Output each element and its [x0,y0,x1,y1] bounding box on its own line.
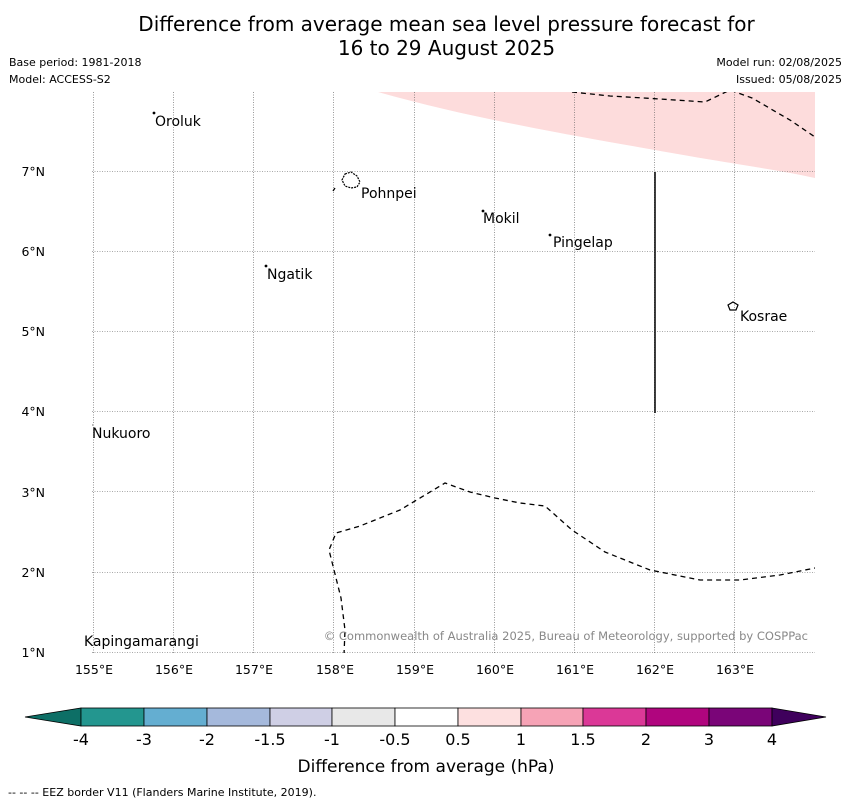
lon-label-158: 158°E [316,662,354,677]
ngatik-marker [264,264,268,268]
lat-label-1: 1°N [21,645,45,660]
cb-tick-6: -0.5 [379,730,410,749]
cb-tick-1: -4 [73,730,89,749]
colorbar-bin-4 [269,707,333,727]
islands [92,111,739,426]
lat-label-2: 2°N [21,565,45,580]
colorbar-bin-11 [708,707,773,727]
latitude-labels: 7°N 6°N 5°N 4°N 3°N 2°N 1°N [21,164,45,660]
colorbar-bin-5 [331,707,396,727]
title-line-1: Difference from average mean sea level p… [138,12,755,36]
lat-label-6: 6°N [21,244,45,259]
place-labels: Oroluk Pohnpei Mokil Pingelap Ngatik Kos… [84,114,787,650]
eez-border-fragment [332,187,336,192]
lon-label-161: 161°E [556,662,594,677]
map-title: Difference from average mean sea level p… [0,12,850,60]
colorbar-bin-9 [582,707,647,727]
label-oroluk: Oroluk [155,114,202,130]
label-pingelap: Pingelap [553,235,613,251]
cb-tick-10: 2 [641,730,651,749]
model-run: Model run: 02/08/2025 [716,56,842,69]
colorbar-label: Difference from average (hPa) [298,757,555,777]
lon-label-160: 160°E [476,662,514,677]
label-kapingamarangi: Kapingamarangi [84,634,199,650]
lon-label-157: 157°E [235,662,273,677]
lon-label-162: 162°E [636,662,674,677]
oroluk-marker [152,111,156,115]
meta-right: Model run: 02/08/2025 Issued: 05/08/2025 [716,54,842,88]
cb-tick-2: -3 [136,730,152,749]
colorbar [24,707,827,727]
mokil-marker [481,209,485,213]
title-line-2: 16 to 29 August 2025 [337,36,556,60]
footnote-eez: -- -- -- EEZ border V11 (Flanders Marine… [8,786,317,799]
copyright-text: © Commonwealth of Australia 2025, Bureau… [324,629,808,643]
kosrae-island-shape [727,301,739,311]
lat-label-3: 3°N [21,485,45,500]
model-name: Model: ACCESS-S2 [9,73,111,86]
eez-borders [328,92,815,653]
eez-border-north [571,92,815,138]
meta-left: Base period: 1981-2018 Model: ACCESS-S2 [9,54,141,88]
lon-label-156: 156°E [155,662,193,677]
base-period: Base period: 1981-2018 [9,56,142,69]
graticule [92,92,815,653]
cb-tick-4: -1.5 [254,730,285,749]
map-area [92,92,815,653]
cb-tick-8: 1 [516,730,526,749]
longitude-labels: 155°E 156°E 157°E 158°E 159°E 160°E 161°… [75,662,754,677]
colorbar-bin-6 [394,707,459,727]
lat-label-4: 4°N [21,404,45,419]
colorbar-extend-high [771,707,827,727]
pohnpei-island-shape [341,171,361,189]
colorbar-bin-3 [206,707,271,727]
label-ngatik: Ngatik [267,267,313,283]
positive-anomaly-area [378,92,815,178]
colorbar-bin-8 [520,707,584,727]
label-kosrae: Kosrae [740,309,787,325]
cb-tick-12: 4 [767,730,777,749]
issued-date: Issued: 05/08/2025 [735,73,842,86]
colorbar-extend-low [24,707,82,727]
lat-label-7: 7°N [21,164,45,179]
lat-label-5: 5°N [21,324,45,339]
lon-label-163: 163°E [716,662,754,677]
cb-tick-3: -2 [199,730,215,749]
colorbar-bin-10 [645,707,710,727]
label-nukuoro: Nukuoro [92,426,150,442]
cb-tick-7: 0.5 [445,730,470,749]
colorbar-bin-7 [457,707,522,727]
eez-border-south [328,482,815,653]
label-mokil: Mokil [483,211,520,227]
cb-tick-5: -1 [324,730,340,749]
cb-tick-11: 3 [704,730,714,749]
colorbar-bin-1 [80,707,145,727]
lon-label-155: 155°E [75,662,113,677]
pingelap-marker [548,233,552,237]
lon-label-159: 159°E [396,662,434,677]
colorbar-ticks: -4 -3 -2 -1.5 -1 -0.5 0.5 1 1.5 2 3 4 [73,730,777,749]
cb-tick-9: 1.5 [570,730,595,749]
colorbar-bin-2 [143,707,208,727]
label-pohnpei: Pohnpei [361,186,417,202]
